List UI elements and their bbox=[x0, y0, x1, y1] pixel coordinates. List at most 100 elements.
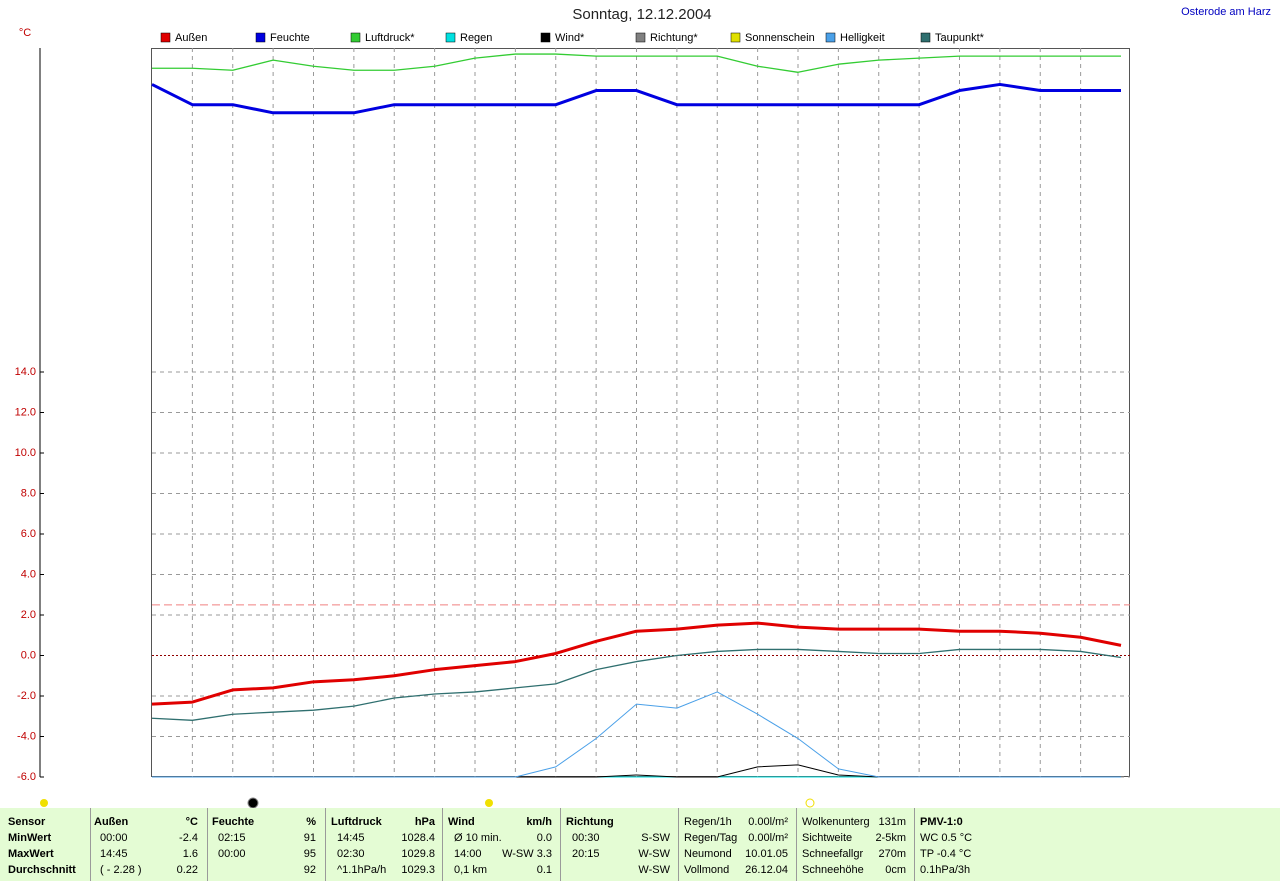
table-cell: Durchschnitt bbox=[8, 864, 76, 876]
table-cell: 14:00 bbox=[454, 848, 482, 860]
table-cell: 0.00l/m² bbox=[748, 816, 788, 828]
table-cell: -2.4 bbox=[179, 832, 198, 844]
legend-swatch bbox=[635, 32, 646, 43]
column-separator bbox=[325, 808, 326, 881]
table-cell: 00:30 bbox=[572, 832, 600, 844]
table-cell: W-SW bbox=[638, 848, 670, 860]
table-cell: 131m bbox=[878, 816, 906, 828]
table-cell: Regen/1h bbox=[684, 816, 732, 828]
table-cell: TP -0.4 °C bbox=[920, 848, 972, 860]
column-separator bbox=[914, 808, 915, 881]
y-tick-label: 4.0 bbox=[21, 568, 36, 580]
legend-swatch bbox=[350, 32, 361, 43]
chart: Sonntag, 12.12.2004 Osterode am Harz °C … bbox=[15, 6, 1271, 808]
table-cell: Richtung bbox=[566, 816, 614, 828]
table-cell: Sichtweite bbox=[802, 832, 853, 844]
table-cell: 0.00l/m² bbox=[748, 832, 788, 844]
table-cell: 91 bbox=[303, 832, 316, 844]
moon-icon bbox=[247, 797, 259, 808]
y-axis-label: °C bbox=[19, 27, 31, 39]
data-table: Sensor MinWert MaxWert Durchschnitt Außen °C 0… bbox=[0, 808, 1280, 881]
y-tick-label: -4.0 bbox=[17, 730, 36, 742]
table-cell: 00:00 bbox=[218, 848, 246, 860]
y-tick-label: -2.0 bbox=[17, 690, 36, 702]
series-line bbox=[152, 691, 1121, 778]
location: Osterode am Harz bbox=[1181, 6, 1271, 18]
legend-swatch bbox=[160, 32, 171, 43]
table-cell: PMV-1:0 bbox=[920, 816, 963, 828]
table-cell: 14:45 bbox=[100, 848, 128, 860]
column-separator bbox=[796, 808, 797, 881]
legend-label: Sonnenschein bbox=[745, 32, 815, 44]
table-cell: 1029.8 bbox=[401, 848, 435, 860]
table-cell: 1.6 bbox=[182, 848, 198, 860]
table-cell: Außen bbox=[94, 816, 129, 828]
legend-swatch bbox=[825, 32, 836, 43]
column-separator bbox=[207, 808, 208, 881]
y-tick-label: 0.0 bbox=[21, 649, 36, 661]
table-cell: MaxWert bbox=[8, 848, 54, 860]
table-cell: 1028.4 bbox=[401, 832, 435, 844]
table-cell: Wolkenunterg bbox=[802, 816, 870, 828]
table-cell: Neumond bbox=[684, 848, 732, 860]
legend-label: Regen bbox=[460, 32, 492, 44]
column-separator bbox=[560, 808, 561, 881]
legend-label: Luftdruck* bbox=[365, 32, 415, 44]
series-line bbox=[151, 621, 1122, 706]
table-cell: °C bbox=[185, 816, 198, 828]
table-cell: % bbox=[306, 816, 316, 828]
table-cell: 02:30 bbox=[337, 848, 365, 860]
table-cell: 14:45 bbox=[337, 832, 365, 844]
table-cell: 26.12.04 bbox=[745, 864, 788, 876]
table-cell: 20:15 bbox=[572, 848, 600, 860]
legend-swatch bbox=[920, 32, 931, 43]
series-line bbox=[152, 53, 1121, 73]
table-cell: S-SW bbox=[641, 832, 670, 844]
table-cell: ( - 2.28 ) bbox=[100, 864, 142, 876]
table-cell: MinWert bbox=[8, 832, 52, 844]
table-cell: Ø 10 min. bbox=[454, 832, 502, 844]
table-cell: 02:15 bbox=[218, 832, 246, 844]
y-tick-label: 8.0 bbox=[21, 487, 36, 499]
table-cell: 00:00 bbox=[100, 832, 128, 844]
column-separator bbox=[90, 808, 91, 881]
series-line bbox=[151, 82, 1121, 115]
legend-label: Taupunkt* bbox=[935, 32, 985, 44]
legend-label: Außen bbox=[175, 32, 207, 44]
table-cell: 10.01.05 bbox=[745, 848, 788, 860]
column-separator bbox=[442, 808, 443, 881]
table-cell: Vollmond bbox=[684, 864, 730, 876]
table-cell: 95 bbox=[303, 848, 316, 860]
legend-label: Feuchte bbox=[270, 32, 310, 44]
table-cell: W-SW bbox=[638, 864, 670, 876]
column-separator bbox=[678, 808, 679, 881]
sun-icon bbox=[485, 799, 493, 807]
legend-swatch bbox=[255, 32, 266, 43]
table-cell: 0.1hPa/3h bbox=[920, 864, 971, 876]
chart-title: Sonntag, 12.12.2004 bbox=[572, 6, 711, 23]
table-cell: Regen/Tag bbox=[684, 832, 738, 844]
table-cell: Feuchte bbox=[212, 816, 255, 828]
series-line bbox=[151, 648, 1122, 721]
y-tick-label: 10.0 bbox=[15, 447, 36, 459]
table-cell: 0,1 km bbox=[454, 864, 488, 876]
y-tick-label: 14.0 bbox=[15, 366, 36, 378]
table-cell: 1029.3 bbox=[401, 864, 435, 876]
table-cell: 0.22 bbox=[176, 864, 198, 876]
table-cell: 2-5km bbox=[875, 832, 906, 844]
table-cell: 270m bbox=[878, 848, 906, 860]
legend-label: Wind* bbox=[555, 32, 585, 44]
table-cell: 0cm bbox=[885, 864, 906, 876]
legend-swatch bbox=[445, 32, 456, 43]
table-cell: ^1.1hPa/h bbox=[337, 864, 387, 876]
y-tick-label: 6.0 bbox=[21, 528, 36, 540]
sun-icon bbox=[40, 799, 48, 807]
table-cell: W-SW 3.3 bbox=[502, 848, 552, 860]
table-cell: km/h bbox=[526, 816, 552, 828]
table-cell: Schneefallgr bbox=[802, 848, 864, 860]
table-cell: Luftdruck bbox=[331, 816, 382, 828]
table-cell: hPa bbox=[414, 816, 435, 828]
table-cell: 0.1 bbox=[536, 864, 552, 876]
table-cell: Sensor bbox=[8, 816, 46, 828]
